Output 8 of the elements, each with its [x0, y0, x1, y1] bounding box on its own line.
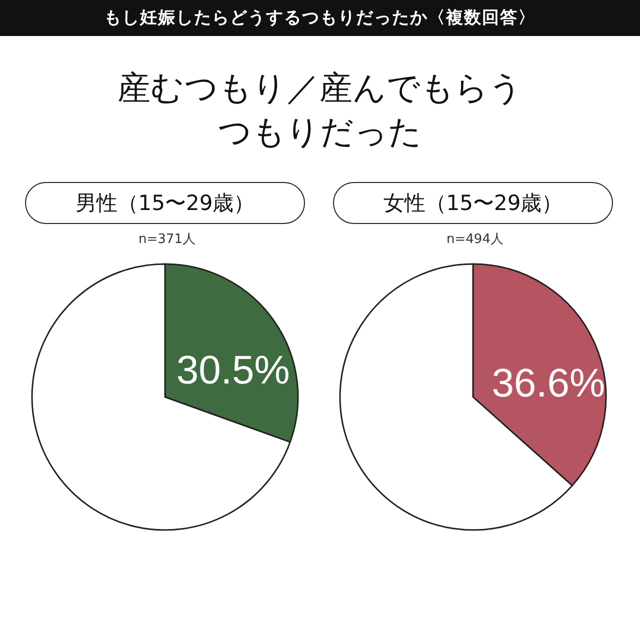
chart-title: 女性（15〜29歳）: [333, 182, 613, 224]
text: 産むつもり／産んでもらうつもりだった: [116, 67, 524, 153]
chart-subtitle: n=494人: [446, 231, 504, 248]
data-label: 36.6%: [492, 361, 606, 406]
text: もし妊娠したらどうするつもりだったか〈複数回答〉: [0, 0, 640, 36]
chart-subtitle: n=371人: [138, 231, 196, 248]
chart-title: 男性（15〜29歳）: [25, 182, 305, 224]
data-label: 30.5%: [176, 348, 290, 393]
